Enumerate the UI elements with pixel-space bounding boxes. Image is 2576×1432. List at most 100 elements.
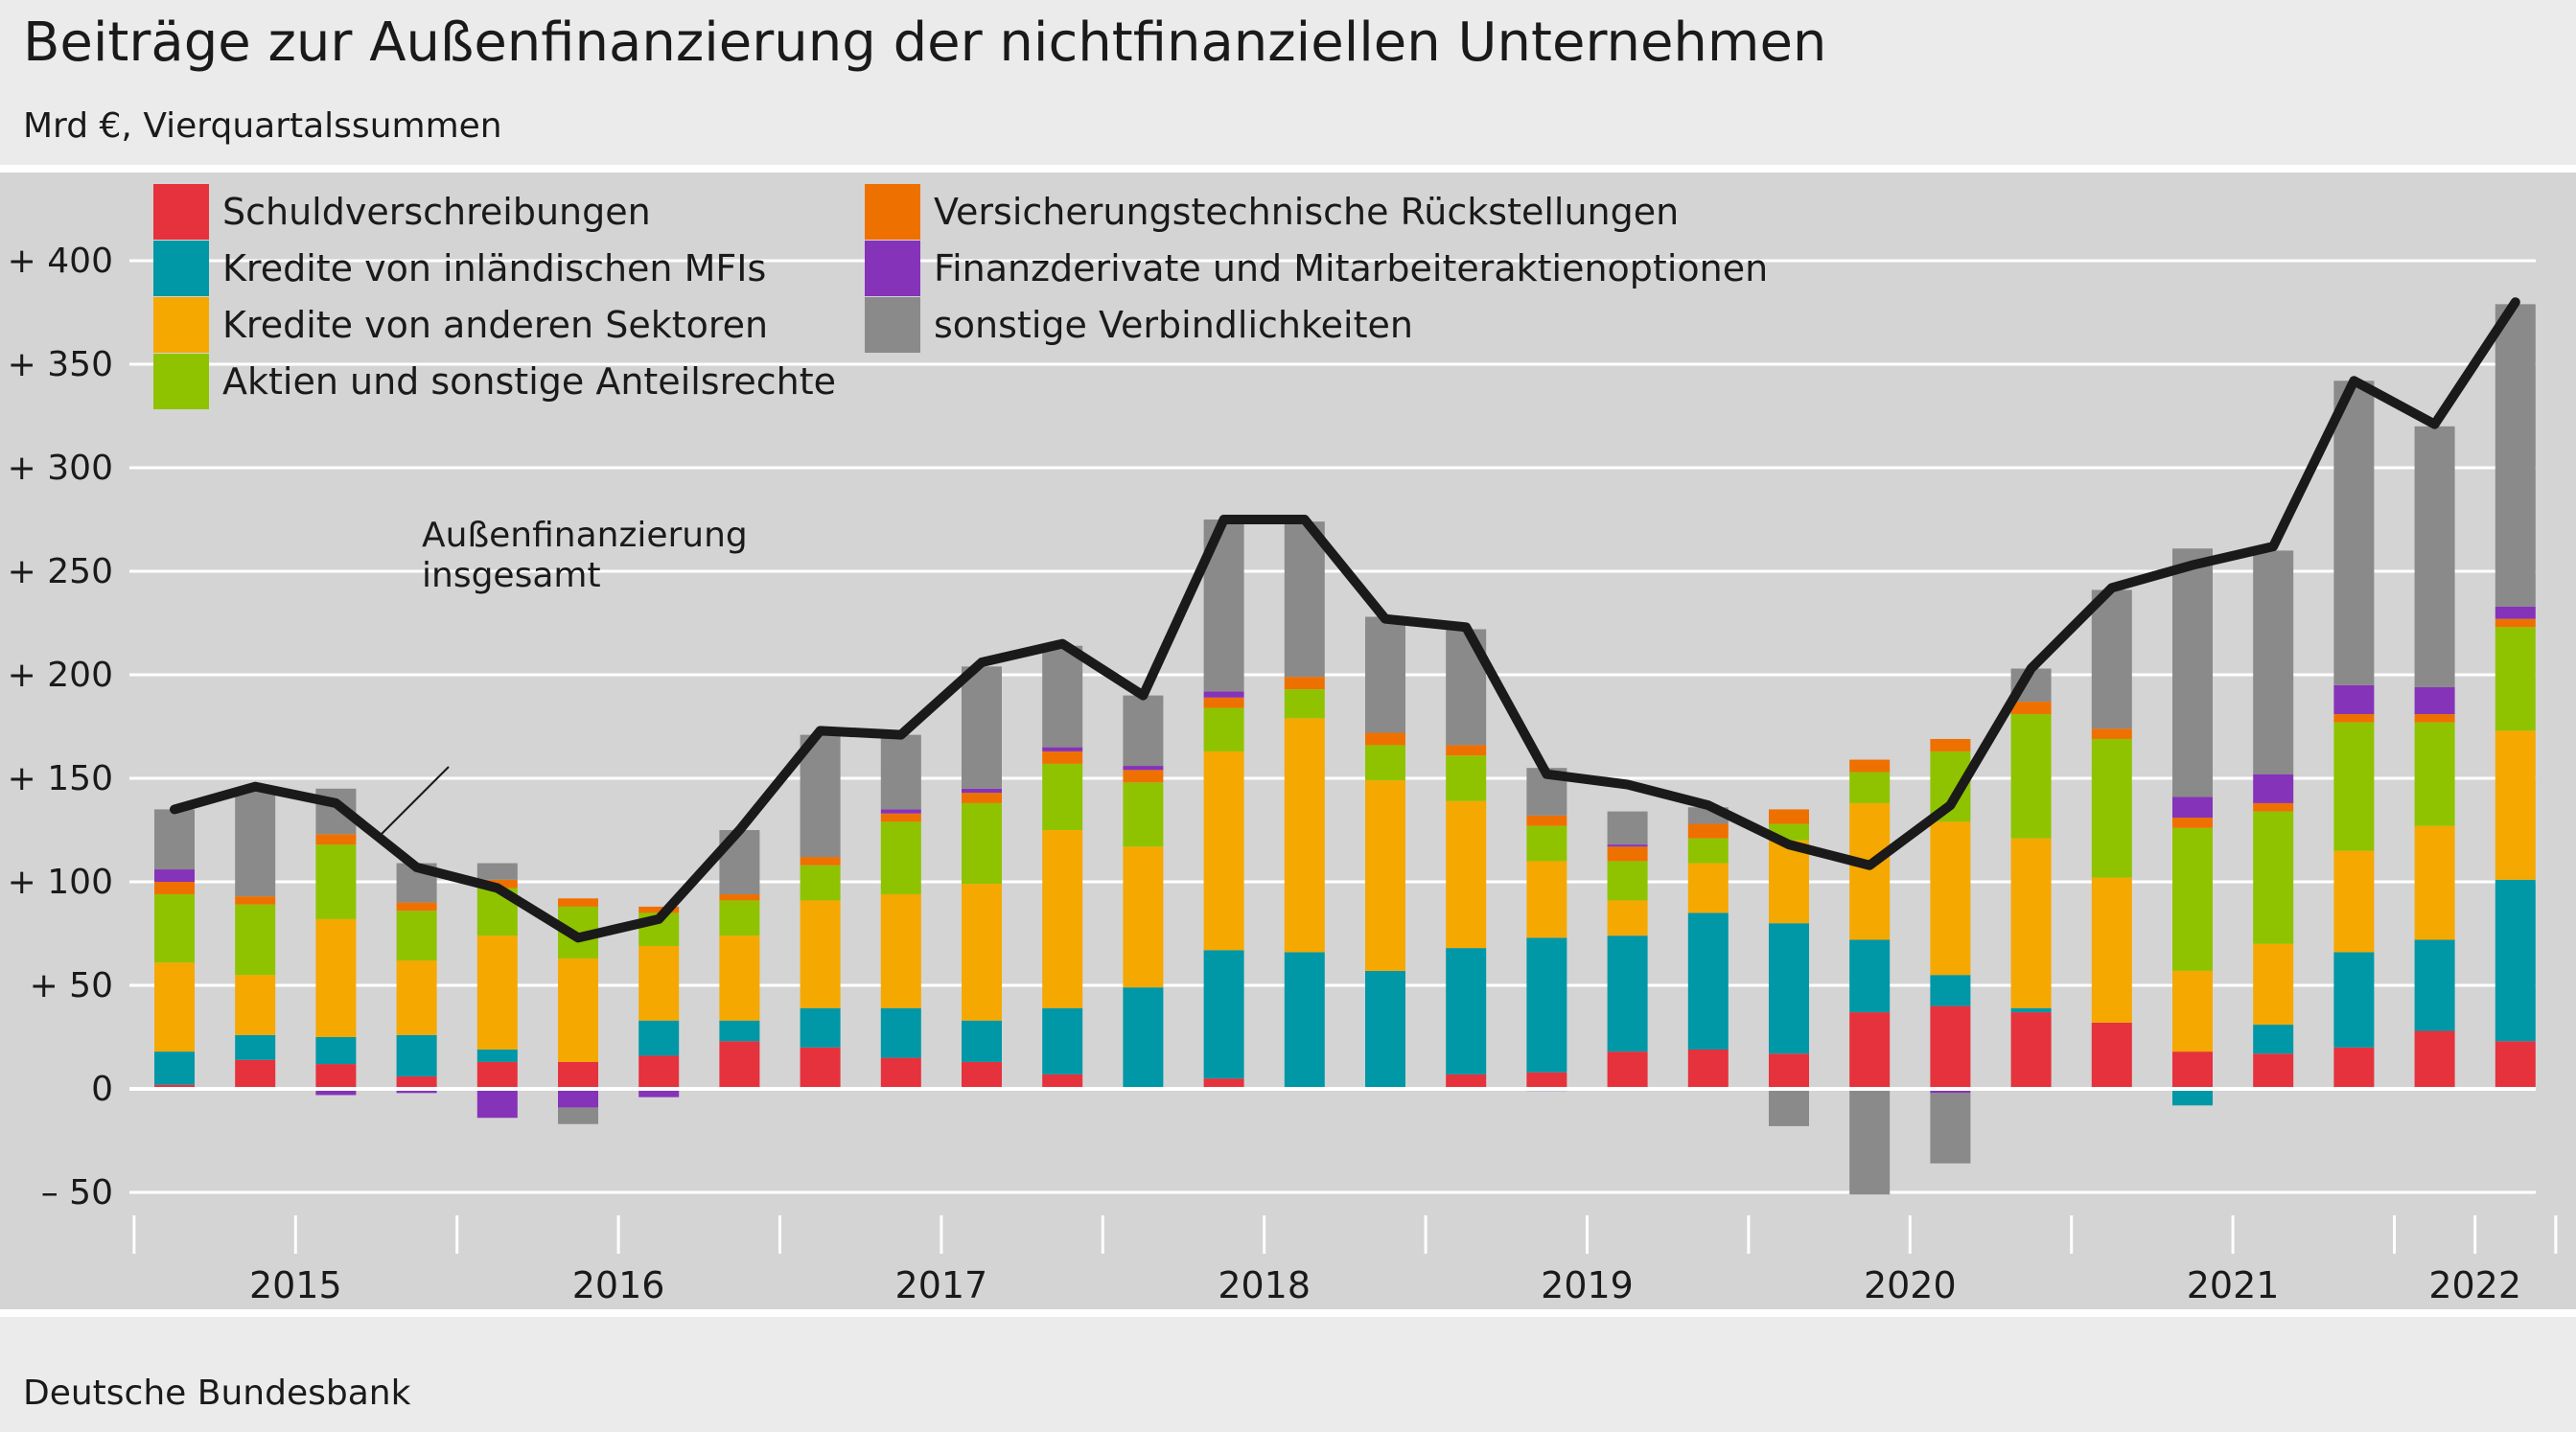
bar-segment (154, 882, 195, 894)
legend-label: sonstige Verbindlichkeiten (934, 304, 1413, 346)
bar-segment (880, 734, 921, 810)
bar-segment (2495, 627, 2536, 731)
bar-segment (2253, 943, 2294, 1026)
y-tick-label: – 50 (41, 1173, 113, 1213)
bar-segment (1687, 912, 1729, 1050)
bar-segment (1203, 707, 1244, 751)
bar-segment (1526, 937, 1567, 1073)
bar-segment (315, 1037, 357, 1065)
bar-segment (2172, 827, 2213, 971)
bar-segment (2333, 722, 2375, 851)
bar-segment (1123, 766, 1164, 771)
bar-segment (2333, 381, 2375, 685)
bar-segment (154, 962, 195, 1052)
bar-segment (315, 918, 357, 1037)
bar-segment (1607, 844, 1648, 847)
bar-segment (800, 865, 841, 901)
bar-segment (396, 911, 437, 961)
legend-label: Finanzderivate und Mitarbeiteraktienopti… (934, 247, 1768, 289)
bar-segment (1930, 738, 1971, 751)
bar-segment (235, 1059, 276, 1089)
bars (154, 304, 2536, 1195)
bar-segment (235, 975, 276, 1035)
bar-segment (2253, 802, 2294, 812)
bar-segment (719, 1020, 760, 1042)
legend-label: Kredite von anderen Sektoren (222, 304, 768, 346)
bar-segment (1042, 763, 1083, 830)
bar-segment (1769, 923, 1809, 1054)
bar-segment (2333, 1047, 2375, 1089)
bar-segment (1284, 718, 1325, 953)
bar-segment (558, 1061, 598, 1089)
legend-label: Versicherungstechnische Rückstellungen (934, 191, 1679, 233)
bar-segment (1607, 811, 1648, 845)
bar-segment (962, 884, 1002, 1021)
bar-segment (1123, 987, 1164, 1089)
bar-segment (962, 1020, 1002, 1062)
bar-segment (880, 1057, 921, 1089)
bar-segment (1203, 691, 1244, 698)
legend-swatch (153, 184, 209, 240)
legend-item: Aktien und sonstige Anteilsrechte (153, 354, 836, 409)
bar-segment (800, 734, 841, 858)
bar-segment (962, 802, 1002, 885)
chart: + 400 + 350 + 300 + 250 + 200 + 150 + 100 + 50 0… (8, 184, 2558, 1306)
bar-segment (558, 958, 598, 1062)
bar-segment (558, 898, 598, 907)
bar-segment (1849, 939, 1891, 1013)
bar-segment (558, 1089, 598, 1108)
bar-segment (1123, 770, 1164, 783)
legend-swatch (865, 241, 920, 296)
bar-segment (2010, 714, 2052, 839)
bar-segment (1849, 1089, 1891, 1195)
bar-segment (1849, 772, 1891, 803)
bar-segment (2172, 1051, 2213, 1089)
bar-segment (1203, 751, 1244, 951)
bar-segment (1284, 677, 1325, 690)
bar-segment (1446, 800, 1487, 949)
bar-segment (962, 666, 1002, 789)
total-line-annotation: Außenfinanzierung insgesamt (422, 516, 748, 595)
x-year-label: 2017 (895, 1264, 988, 1306)
bar-segment (1526, 825, 1567, 862)
bar-segment (2253, 1053, 2294, 1089)
bar-segment (2253, 550, 2294, 774)
bar-segment (1042, 1074, 1083, 1089)
x-year-label: 2016 (572, 1264, 665, 1306)
legend-swatch (153, 241, 209, 296)
source-note: Deutsche Bundesbank (23, 1374, 411, 1413)
bar-segment (2091, 877, 2132, 1023)
bar-segment (2495, 879, 2536, 1042)
bar-segment (1849, 759, 1891, 773)
bar-segment (154, 809, 195, 870)
bar-segment (315, 1064, 357, 1089)
bar-segment (2253, 811, 2294, 944)
bar-segment (800, 1007, 841, 1048)
legend-item: Kredite von inländischen MFIs (153, 241, 766, 296)
total-line-path (170, 297, 2520, 943)
bar-segment (154, 1084, 195, 1089)
bar-segment (2414, 939, 2455, 1031)
bar-segment (1607, 1051, 1648, 1089)
bar-segment (1769, 809, 1809, 824)
bar-segment (880, 809, 921, 814)
bar-segment (1930, 975, 1971, 1006)
bar-segment (396, 1076, 437, 1089)
bar-segment (1607, 900, 1648, 936)
bar-segment (2414, 686, 2455, 715)
bar-segment (1123, 695, 1164, 767)
bar-segment (2010, 838, 2052, 1008)
bar-segment (2414, 722, 2455, 826)
bar-segment (235, 1034, 276, 1060)
bar-segment (2253, 1025, 2294, 1054)
bar-segment (558, 1107, 598, 1124)
bar-segment (2414, 1030, 2455, 1089)
bar-segment (2010, 1012, 2052, 1089)
bar-segment (2091, 589, 2132, 729)
legend-swatch (865, 184, 920, 240)
bar-segment (1849, 802, 1891, 940)
bar-segment (800, 900, 841, 1008)
bar-segment (154, 869, 195, 882)
bar-segment (1042, 1007, 1083, 1074)
bar-segment (1769, 1089, 1809, 1126)
